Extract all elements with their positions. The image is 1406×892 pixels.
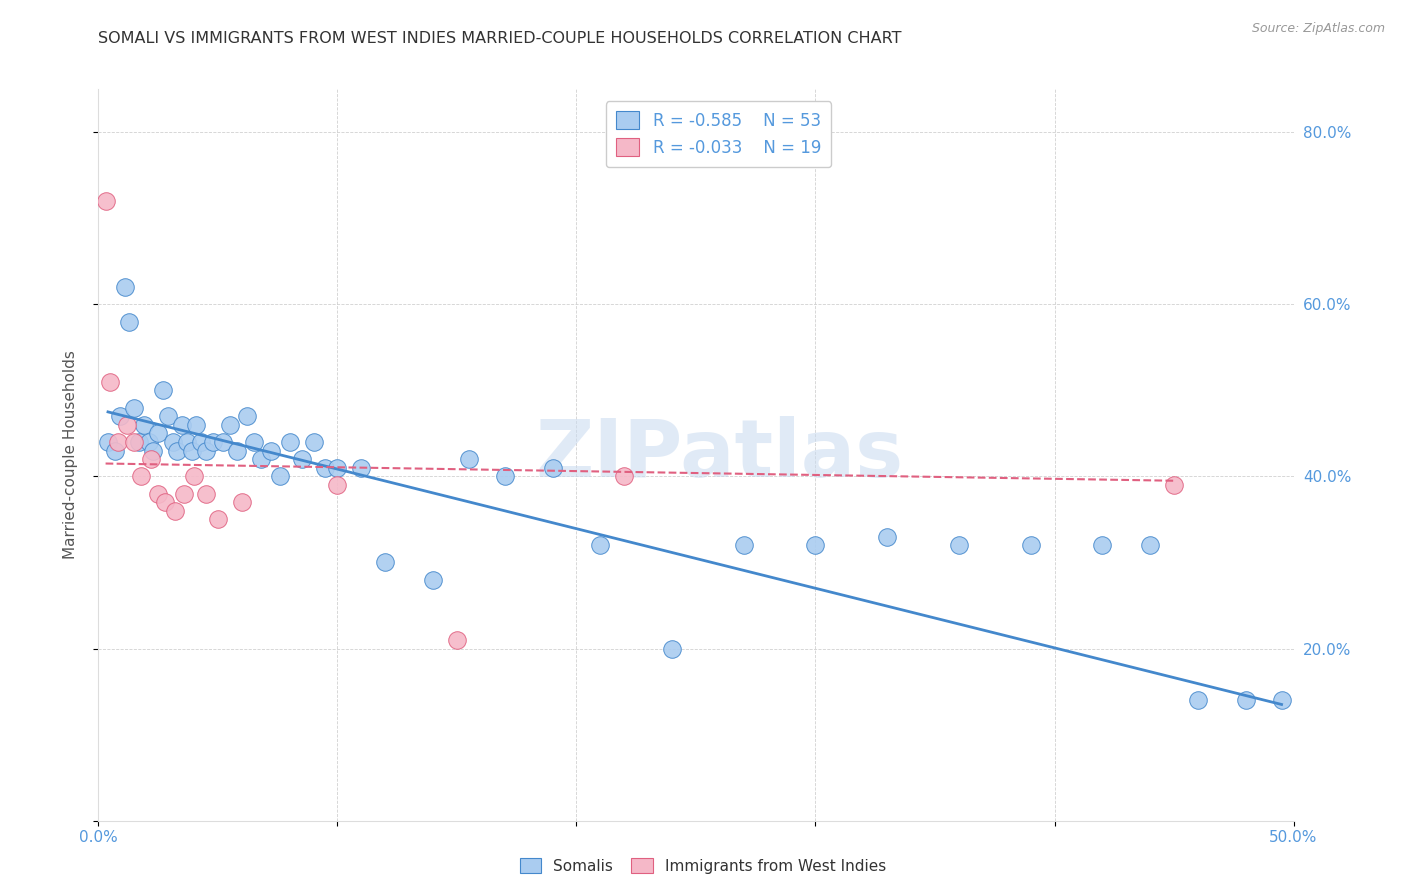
Point	[1271, 693, 1294, 707]
Point	[186, 417, 208, 432]
Point	[661, 641, 683, 656]
Point	[1139, 538, 1161, 552]
Point	[176, 435, 198, 450]
Point	[1091, 538, 1114, 552]
Point	[152, 384, 174, 398]
Point	[211, 435, 233, 450]
Point	[139, 452, 162, 467]
Point	[163, 504, 186, 518]
Point	[422, 573, 444, 587]
Point	[207, 512, 229, 526]
Point	[613, 469, 636, 483]
Legend: Somalis, Immigrants from West Indies: Somalis, Immigrants from West Indies	[513, 852, 893, 880]
Text: SOMALI VS IMMIGRANTS FROM WEST INDIES MARRIED-COUPLE HOUSEHOLDS CORRELATION CHAR: SOMALI VS IMMIGRANTS FROM WEST INDIES MA…	[98, 31, 901, 46]
Text: ZIPatlas: ZIPatlas	[536, 416, 904, 494]
Point	[876, 530, 898, 544]
Point	[243, 435, 266, 450]
Point	[155, 495, 177, 509]
Point	[131, 469, 153, 483]
Point	[458, 452, 481, 467]
Point	[194, 486, 218, 500]
Point	[302, 435, 325, 450]
Point	[235, 409, 257, 424]
Point	[374, 556, 396, 570]
Point	[156, 409, 179, 424]
Point	[124, 435, 146, 450]
Point	[1187, 693, 1209, 707]
Point	[350, 460, 373, 475]
Point	[804, 538, 827, 552]
Point	[541, 460, 564, 475]
Point	[183, 469, 205, 483]
Point	[446, 632, 468, 647]
Point	[948, 538, 970, 552]
Y-axis label: Married-couple Households: Married-couple Households	[63, 351, 77, 559]
Point	[1019, 538, 1042, 552]
Point	[733, 538, 755, 552]
Point	[315, 460, 337, 475]
Point	[589, 538, 612, 552]
Point	[118, 314, 141, 328]
Legend: R = -0.585    N = 53, R = -0.033    N = 19: R = -0.585 N = 53, R = -0.033 N = 19	[606, 101, 831, 167]
Point	[97, 435, 120, 450]
Point	[180, 443, 202, 458]
Point	[128, 435, 150, 450]
Point	[98, 375, 122, 389]
Point	[148, 486, 170, 500]
Point	[1163, 478, 1185, 492]
Point	[142, 443, 165, 458]
Point	[226, 443, 249, 458]
Point	[107, 435, 129, 450]
Point	[173, 486, 195, 500]
Point	[104, 443, 127, 458]
Point	[166, 443, 188, 458]
Point	[138, 435, 160, 450]
Point	[1234, 693, 1257, 707]
Point	[259, 443, 281, 458]
Point	[269, 469, 291, 483]
Point	[114, 280, 136, 294]
Point	[162, 435, 184, 450]
Point	[291, 452, 314, 467]
Point	[202, 435, 225, 450]
Point	[326, 460, 349, 475]
Point	[124, 401, 146, 415]
Point	[172, 417, 194, 432]
Point	[231, 495, 253, 509]
Point	[494, 469, 516, 483]
Point	[94, 194, 117, 208]
Point	[132, 417, 155, 432]
Point	[250, 452, 273, 467]
Point	[278, 435, 301, 450]
Point	[219, 417, 242, 432]
Point	[194, 443, 218, 458]
Point	[190, 435, 212, 450]
Point	[326, 478, 349, 492]
Text: Source: ZipAtlas.com: Source: ZipAtlas.com	[1251, 22, 1385, 36]
Point	[115, 417, 138, 432]
Point	[148, 426, 170, 441]
Point	[108, 409, 131, 424]
